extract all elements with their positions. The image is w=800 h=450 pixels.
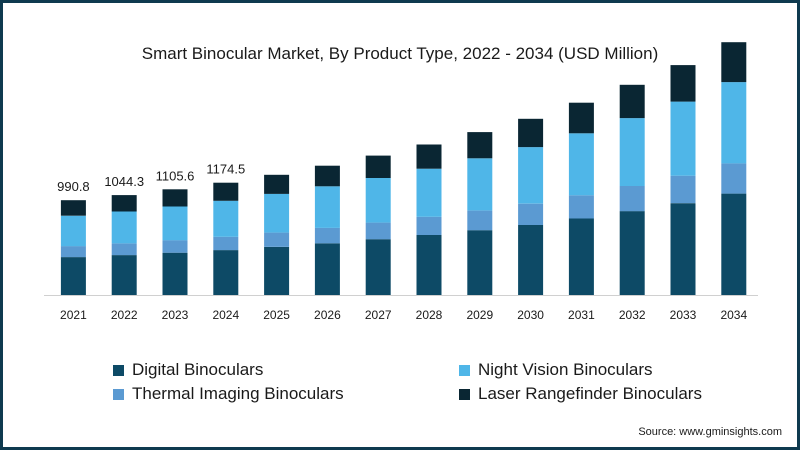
- bar-segment-digital-binoculars-2030: [518, 225, 544, 295]
- bar-segment-laser-rangefinder-binoculars-2032: [619, 84, 645, 119]
- data-label: 1105.6: [156, 168, 195, 183]
- bar-segment-thermal-imaging-binoculars-2029: [467, 210, 493, 231]
- x-tick-label: 2029: [466, 308, 493, 322]
- x-tick-label: 2032: [619, 308, 646, 322]
- bar-segment-night-vision-binoculars-2031: [568, 133, 594, 196]
- x-tick-label: 2025: [263, 308, 290, 322]
- bar-segment-digital-binoculars-2023: [162, 252, 188, 295]
- bar-segment-laser-rangefinder-binoculars-2029: [467, 132, 493, 159]
- bar-segment-night-vision-binoculars-2026: [314, 186, 340, 228]
- bar-segment-digital-binoculars-2034: [721, 193, 747, 295]
- bar-segment-thermal-imaging-binoculars-2030: [518, 203, 544, 225]
- bar-segment-laser-rangefinder-binoculars-2034: [721, 42, 747, 83]
- bar-segment-thermal-imaging-binoculars-2027: [365, 222, 391, 240]
- bar-segment-night-vision-binoculars-2034: [721, 82, 747, 164]
- x-tick-label: 2030: [517, 308, 544, 322]
- x-tick-label: 2031: [568, 308, 595, 322]
- bar-segment-digital-binoculars-2024: [213, 250, 239, 295]
- bar-segment-thermal-imaging-binoculars-2022: [111, 243, 137, 256]
- bar-segment-laser-rangefinder-binoculars-2030: [518, 118, 544, 148]
- bar-segment-night-vision-binoculars-2033: [670, 101, 696, 176]
- bar-segment-thermal-imaging-binoculars-2032: [619, 186, 645, 212]
- data-label: 1044.3: [104, 174, 144, 189]
- bar-segment-thermal-imaging-binoculars-2021: [60, 246, 86, 258]
- bar-segment-night-vision-binoculars-2029: [467, 158, 493, 211]
- bar-segment-laser-rangefinder-binoculars-2024: [213, 182, 239, 201]
- bar-segment-digital-binoculars-2028: [416, 234, 442, 295]
- bar-segment-thermal-imaging-binoculars-2034: [721, 163, 747, 194]
- x-tick-label: 2028: [416, 308, 443, 322]
- x-tick-label: 2034: [720, 308, 747, 322]
- x-tick-label: 2021: [60, 308, 87, 322]
- bar-segment-laser-rangefinder-binoculars-2025: [264, 174, 290, 194]
- bar-segment-night-vision-binoculars-2028: [416, 168, 442, 217]
- bar-segment-digital-binoculars-2027: [365, 239, 391, 295]
- bar-segment-thermal-imaging-binoculars-2033: [670, 175, 696, 204]
- x-tick-label: 2023: [162, 308, 189, 322]
- bar-segment-laser-rangefinder-binoculars-2023: [162, 189, 188, 207]
- bar-segment-night-vision-binoculars-2024: [213, 200, 239, 237]
- bar-segment-digital-binoculars-2029: [467, 230, 493, 295]
- bar-segment-laser-rangefinder-binoculars-2021: [60, 200, 86, 216]
- bar-segment-night-vision-binoculars-2021: [60, 215, 86, 247]
- bar-segment-digital-binoculars-2031: [568, 218, 594, 295]
- x-tick-label: 2033: [670, 308, 697, 322]
- bar-segment-digital-binoculars-2022: [111, 255, 137, 295]
- bar-segment-thermal-imaging-binoculars-2031: [568, 195, 594, 219]
- bar-segment-digital-binoculars-2025: [264, 247, 290, 295]
- data-label: 1174.5: [206, 162, 245, 177]
- bar-segment-thermal-imaging-binoculars-2026: [314, 227, 340, 244]
- bar-segment-night-vision-binoculars-2027: [365, 177, 391, 223]
- bar-segment-thermal-imaging-binoculars-2023: [162, 240, 188, 253]
- bar-segment-digital-binoculars-2026: [314, 243, 340, 295]
- bar-segment-thermal-imaging-binoculars-2028: [416, 216, 442, 235]
- bar-segment-digital-binoculars-2033: [670, 203, 696, 295]
- bar-segment-night-vision-binoculars-2023: [162, 206, 188, 241]
- bar-segment-thermal-imaging-binoculars-2025: [264, 232, 290, 247]
- x-tick-label: 2026: [314, 308, 341, 322]
- x-tick-label: 2022: [111, 308, 138, 322]
- bar-segment-laser-rangefinder-binoculars-2033: [670, 65, 696, 102]
- bar-segment-laser-rangefinder-binoculars-2026: [314, 165, 340, 187]
- bar-segment-night-vision-binoculars-2030: [518, 147, 544, 204]
- source-note: Source: www.gminsights.com: [638, 426, 782, 438]
- bar-segment-laser-rangefinder-binoculars-2031: [568, 102, 594, 134]
- bar-segment-digital-binoculars-2021: [60, 257, 86, 295]
- data-label: 990.8: [57, 179, 90, 194]
- bar-segment-night-vision-binoculars-2022: [111, 211, 137, 244]
- bar-segment-digital-binoculars-2032: [619, 211, 645, 295]
- bar-segment-night-vision-binoculars-2032: [619, 118, 645, 186]
- x-tick-label: 2024: [212, 308, 239, 322]
- x-tick-label: 2027: [365, 308, 392, 322]
- bar-segment-laser-rangefinder-binoculars-2022: [111, 195, 137, 212]
- bar-segment-laser-rangefinder-binoculars-2027: [365, 155, 391, 178]
- chart-title: Smart Binocular Market, By Product Type,…: [141, 44, 659, 63]
- bar-segment-night-vision-binoculars-2025: [264, 193, 290, 233]
- bar-segment-laser-rangefinder-binoculars-2028: [416, 144, 442, 169]
- bar-segment-thermal-imaging-binoculars-2024: [213, 236, 239, 251]
